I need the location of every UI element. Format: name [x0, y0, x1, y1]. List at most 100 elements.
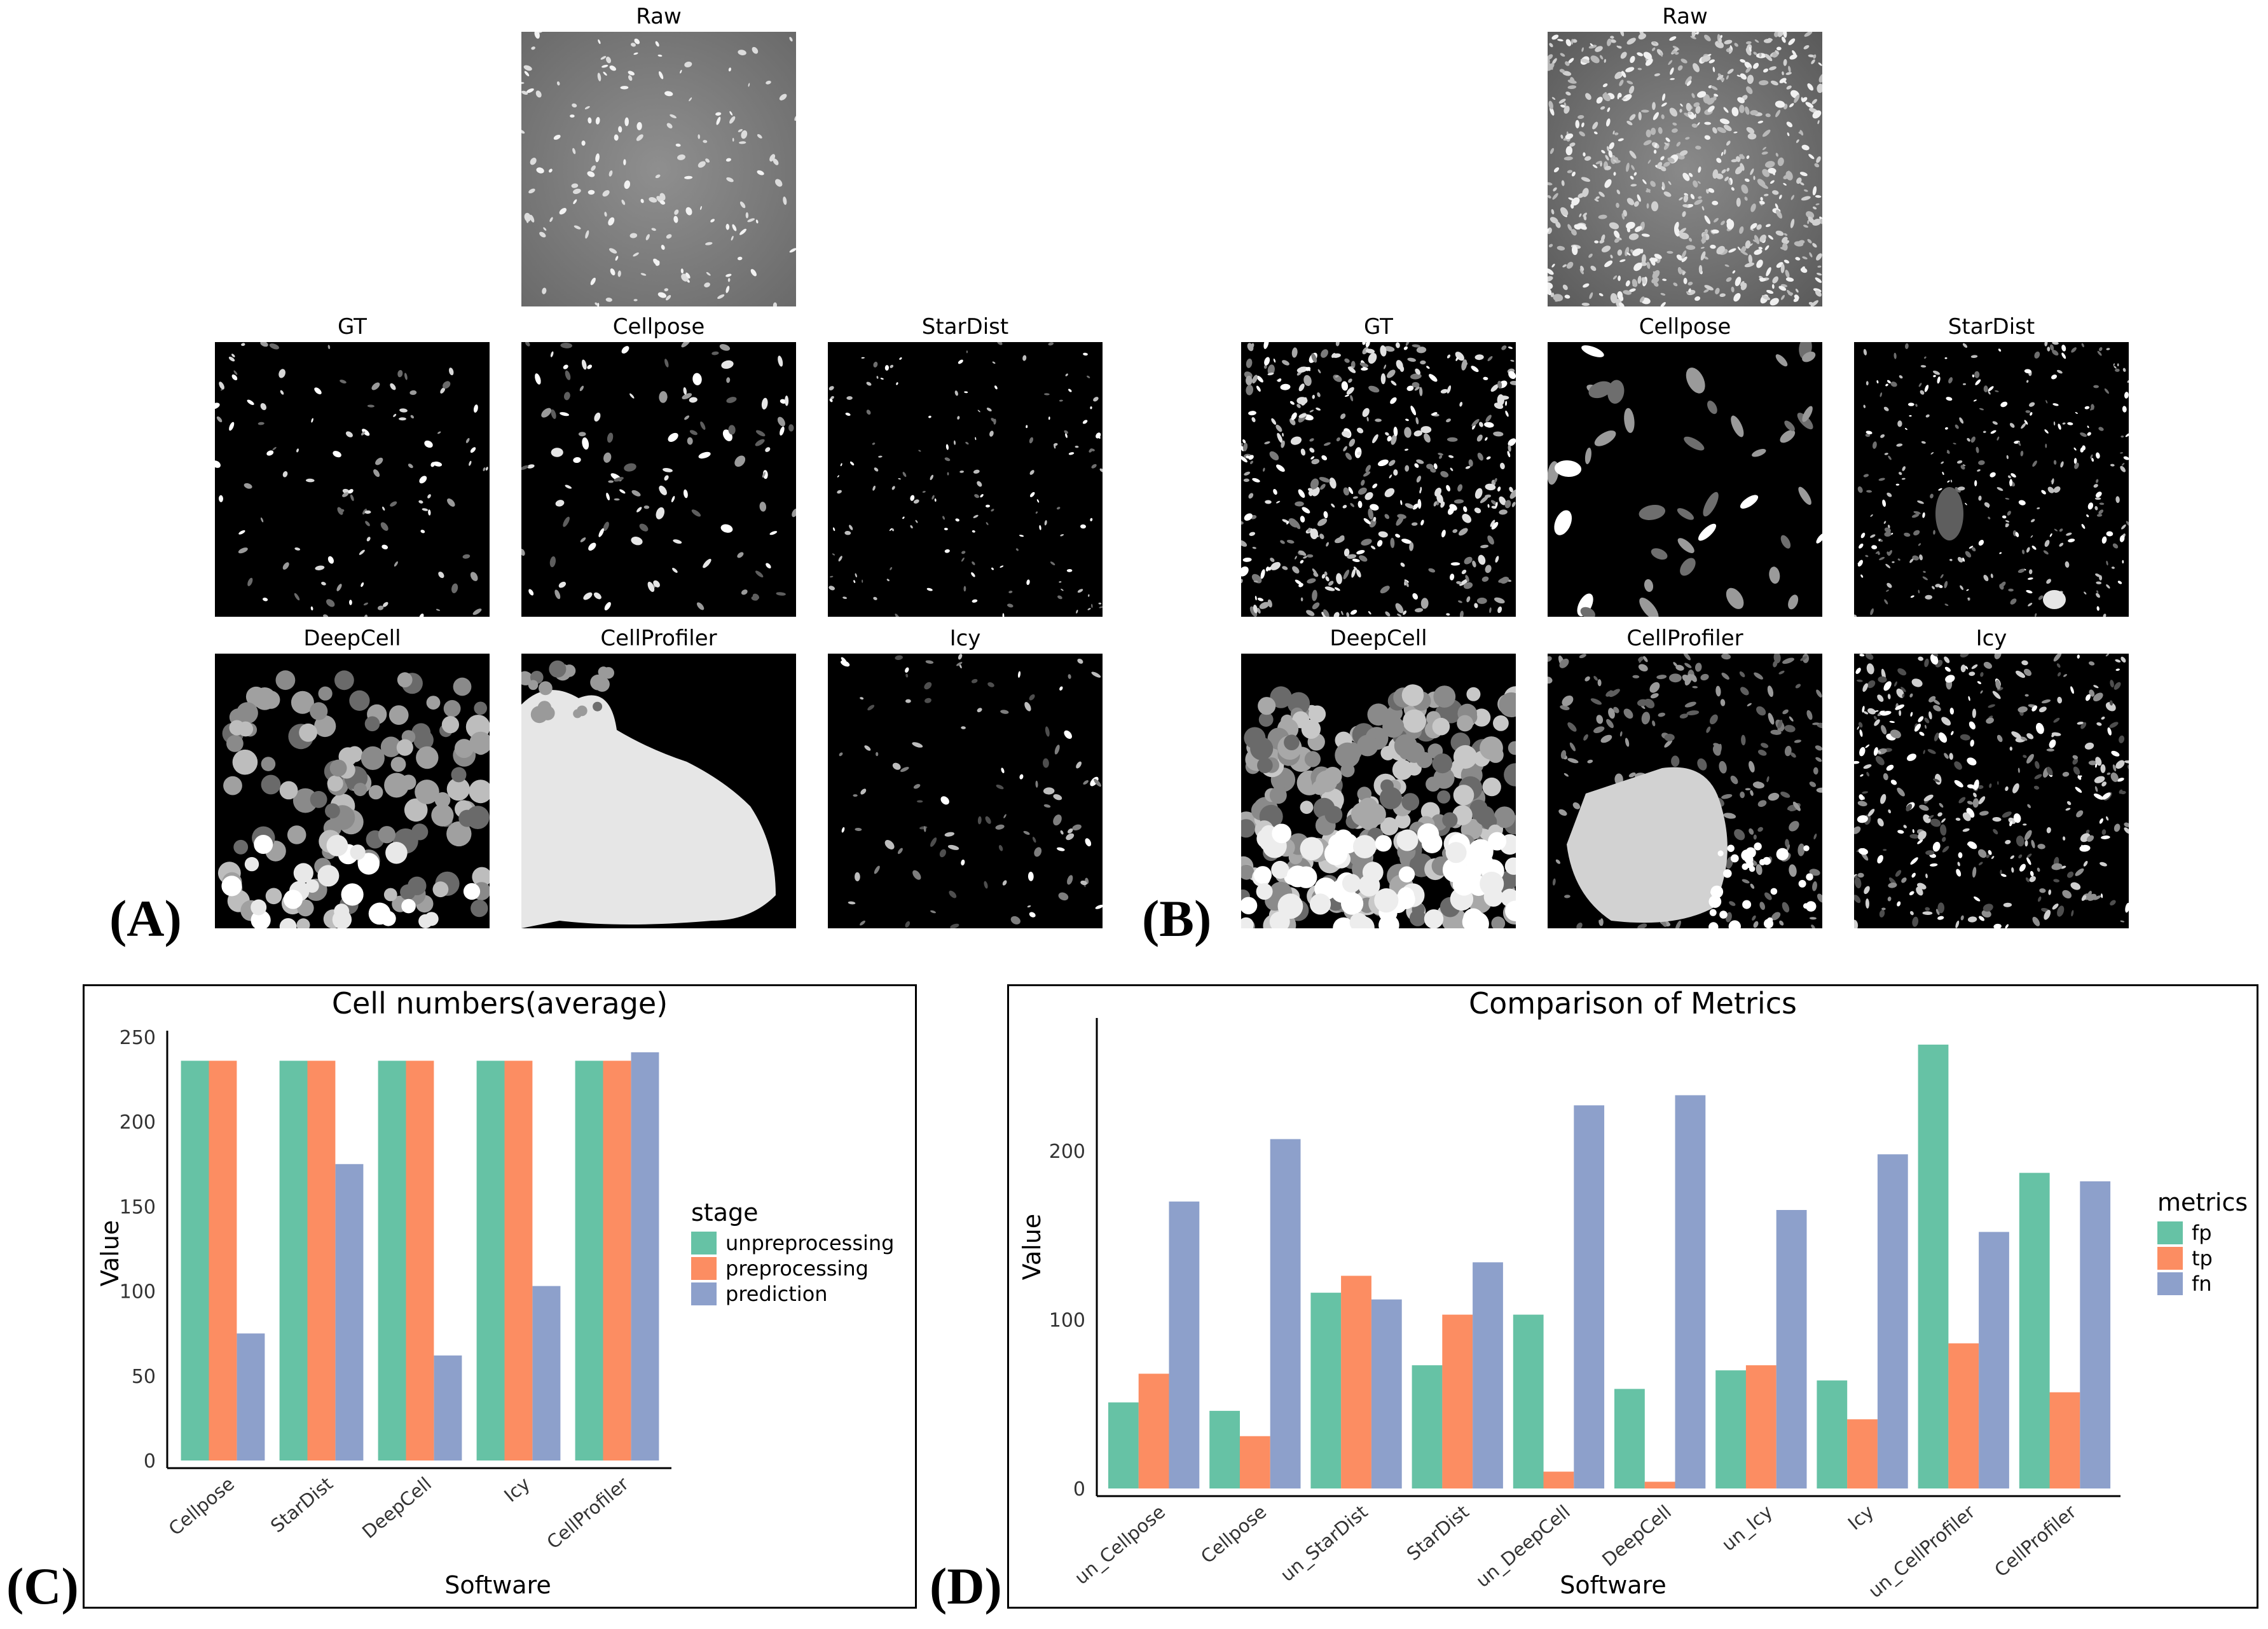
legend-item-fp: fp — [2157, 1220, 2248, 1246]
legend-label: fn — [2192, 1272, 2212, 1296]
panel-a-cellpose-title: Cellpose — [612, 314, 705, 340]
image-background — [828, 654, 1103, 928]
y-tick-label: 100 — [1049, 1310, 1085, 1332]
bar-fp-Icy — [1817, 1380, 1848, 1488]
bar-fp-un_Cellpose — [1108, 1402, 1139, 1488]
legend-swatch — [691, 1282, 717, 1305]
panel-b-icy-title: Icy — [1976, 626, 2007, 651]
bar-tp-DeepCell — [1644, 1481, 1675, 1488]
x-tick-label: Icy — [1844, 1501, 1878, 1534]
bar-fn-Icy — [1877, 1154, 1908, 1488]
legend-label: preprocessing — [725, 1256, 869, 1281]
panel-a-raw-image — [521, 32, 796, 306]
bar-fn-un_StarDist — [1371, 1299, 1402, 1488]
panel-b-stardist-image — [1854, 342, 2129, 617]
panel-c-letter: (C) — [6, 1557, 79, 1615]
panel-a-gt-title: GT — [338, 314, 367, 340]
cell-group — [521, 32, 796, 306]
bar-tp-un_DeepCell — [1543, 1471, 1574, 1488]
y-tick-label: 200 — [1049, 1141, 1085, 1163]
chart-c-title: Cell numbers(average) — [331, 986, 668, 1021]
panel-b-cellpose-title: Cellpose — [1639, 314, 1731, 340]
chart-c-legend: stage unpreprocessing preprocessing pred… — [691, 1199, 894, 1307]
bar-unpreprocessing-DeepCell — [378, 1061, 406, 1461]
bar-preprocessing-DeepCell — [406, 1061, 434, 1461]
chart-d-ylabel: Value — [1018, 1213, 1046, 1281]
bar-fp-StarDist — [1412, 1365, 1443, 1488]
x-tick-label: StarDist — [1403, 1501, 1473, 1565]
bar-fn-un_DeepCell — [1574, 1105, 1605, 1488]
cell-group — [1854, 654, 2129, 928]
large-segment — [1935, 487, 1963, 540]
bar-fp-DeepCell — [1614, 1389, 1645, 1488]
panel-b-stardist-title: StarDist — [1948, 314, 2035, 340]
panel-a-stardist-title: StarDist — [921, 314, 1009, 340]
bar-fn-un_Cellpose — [1169, 1201, 1200, 1488]
x-tick-label: Cellpose — [165, 1473, 238, 1539]
bar-fn-un_Icy — [1776, 1210, 1807, 1488]
panel-d-letter: (D) — [930, 1557, 1002, 1615]
x-tick-label: StarDist — [266, 1473, 337, 1537]
panel-b-cellprofiler-image — [1548, 654, 1822, 928]
chart-d-title: Comparison of Metrics — [1469, 986, 1797, 1021]
panel-b-cellprofiler-title: CellProfiler — [1626, 626, 1743, 651]
bar-fp-un_CellProfiler — [1918, 1044, 1949, 1488]
panel-a-cellpose-image — [521, 342, 796, 617]
chart-d-plot: 0 100 200 un_Cellpose Cellpose un_StarDist Sta… — [1049, 1018, 2120, 1602]
chart-c-ylabel: Value — [96, 1220, 124, 1287]
cell-group — [215, 342, 488, 617]
large-segment — [2043, 590, 2066, 609]
bar-tp-Icy — [1847, 1419, 1878, 1488]
panel-b-gt-image — [1241, 342, 1516, 617]
panel-b-gt-title: GT — [1364, 314, 1393, 340]
legend-swatch — [2157, 1247, 2183, 1270]
bar-tp-un_CellProfiler — [1948, 1343, 1979, 1488]
bar-tp-un_Icy — [1745, 1365, 1777, 1488]
region-group — [1241, 684, 1516, 928]
panel-a-icy-title: Icy — [949, 626, 981, 651]
panel-a-gt-image — [215, 342, 490, 617]
panel-a-stardist-image — [828, 342, 1103, 617]
panel-a-cellprofiler-image — [521, 654, 796, 928]
cell-group — [1241, 342, 1516, 617]
y-tick-label: 50 — [132, 1366, 156, 1388]
image-background — [1241, 342, 1516, 617]
bar-fn-un_CellProfiler — [1979, 1232, 2009, 1488]
panel-b-raw-image — [1548, 32, 1822, 306]
bar-prediction-DeepCell — [434, 1355, 462, 1461]
y-tick-label: 150 — [120, 1196, 156, 1218]
region-group — [1708, 842, 1817, 928]
chart-d-legend-title: metrics — [2157, 1188, 2248, 1216]
bar-tp-un_Cellpose — [1138, 1373, 1169, 1488]
chart-c-frame: Cell numbers(average) 0 50 100 150 200 250 Cel… — [83, 984, 917, 1609]
region-group — [521, 660, 614, 724]
y-tick-label: 200 — [120, 1111, 156, 1134]
region-group — [221, 835, 481, 928]
legend-item-unpreprocessing: unpreprocessing — [691, 1230, 894, 1256]
legend-item-fn: fn — [2157, 1271, 2248, 1296]
x-tick-label: un_CellProfiler — [1864, 1501, 1979, 1602]
chart-d-legend: metrics fp tp fn — [2157, 1188, 2248, 1296]
chart-d-frame: Comparison of Metrics 0 100 200 un_Cellpose… — [1007, 984, 2258, 1609]
bar-preprocessing-StarDist — [307, 1061, 336, 1461]
legend-label: unpreprocessing — [725, 1231, 895, 1255]
bar-preprocessing-Icy — [504, 1061, 533, 1461]
panel-b-letter: (B) — [1142, 890, 1212, 947]
bar-unpreprocessing-Cellpose — [181, 1061, 209, 1461]
segmented-region — [1567, 767, 1728, 923]
bar-fp-Cellpose — [1209, 1410, 1240, 1488]
panel-a-icy-image — [828, 654, 1103, 928]
bar-preprocessing-Cellpose — [209, 1061, 237, 1461]
legend-label: prediction — [725, 1282, 828, 1306]
image-background — [828, 342, 1103, 617]
legend-item-prediction: prediction — [691, 1281, 894, 1307]
y-tick-label: 100 — [120, 1281, 156, 1303]
panel-b-deepcell-title: DeepCell — [1330, 626, 1427, 651]
cell-group — [828, 342, 1103, 617]
x-tick-label: DeepCell — [1598, 1501, 1675, 1571]
x-tick-label: CellProfiler — [1990, 1501, 2080, 1581]
bar-fp-un_DeepCell — [1513, 1314, 1544, 1488]
legend-item-tp: tp — [2157, 1246, 2248, 1271]
bar-tp-CellProfiler — [2049, 1392, 2080, 1488]
chart-c-xlabel: Software — [444, 1571, 551, 1599]
